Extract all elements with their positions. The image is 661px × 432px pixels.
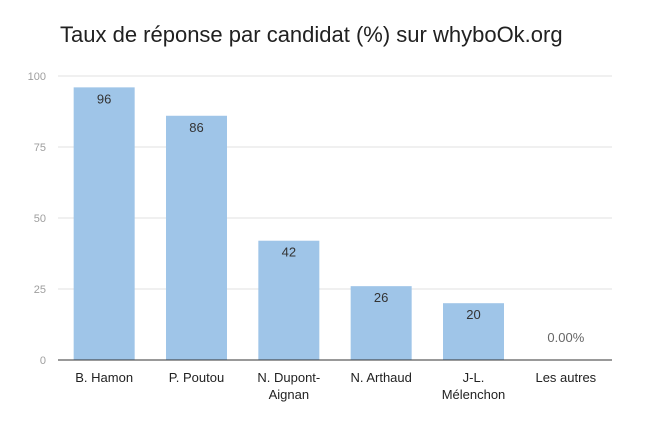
category-label: J-L. Mélenchon <box>442 370 506 402</box>
category-label: B. Hamon <box>75 370 133 385</box>
data-label: 96 <box>97 91 111 106</box>
category-label: Les autres <box>535 370 596 385</box>
y-tick-label: 25 <box>34 284 46 296</box>
chart-title: Taux de réponse par candidat (%) sur why… <box>60 22 563 47</box>
data-label: 86 <box>189 120 203 135</box>
y-tick-label: 50 <box>34 213 46 225</box>
bar <box>73 87 135 361</box>
bars <box>73 87 504 361</box>
y-tick-label: 100 <box>28 71 46 83</box>
category-label: P. Poutou <box>169 370 224 385</box>
gridlines <box>58 75 612 290</box>
y-tick-label: 75 <box>34 142 46 154</box>
category-label: N. Arthaud <box>350 370 411 385</box>
data-label: 42 <box>282 245 296 260</box>
data-label: 26 <box>374 290 388 305</box>
data-labels: 96 86 42 26 20 0.00% <box>97 91 585 345</box>
data-label: 0.00% <box>547 330 584 345</box>
data-label: 20 <box>466 307 480 322</box>
bar <box>443 303 504 360</box>
axes: 0 25 50 75 100 B. Hamon P. Poutou N. Dupont-Aig… <box>28 71 612 402</box>
bar <box>166 115 227 360</box>
category-label: N. Dupont-Aignan <box>257 370 320 402</box>
bar <box>258 240 320 360</box>
y-tick-label: 0 <box>40 355 46 367</box>
bar <box>350 286 412 360</box>
